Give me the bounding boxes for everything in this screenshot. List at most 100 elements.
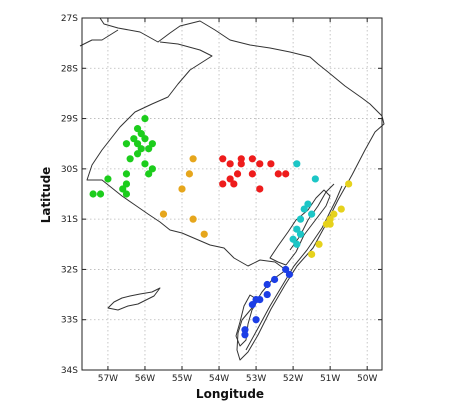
- station-point-yellow: [326, 215, 334, 223]
- station-point-cyan: [311, 175, 319, 183]
- station-point-red: [226, 160, 234, 168]
- station-point-orange: [200, 230, 208, 238]
- station-point-green: [130, 135, 138, 143]
- station-point-yellow: [326, 220, 334, 228]
- station-point-green: [96, 190, 105, 198]
- station-point-yellow: [345, 180, 353, 188]
- coastline-and-borders: [79, 17, 385, 361]
- station-point-green: [133, 125, 142, 133]
- x-tick-label: 51W: [320, 374, 340, 384]
- station-point-orange: [185, 170, 194, 178]
- barrier-coast: [245, 185, 343, 351]
- station-point-cyan: [293, 240, 301, 248]
- station-point-orange: [189, 215, 197, 223]
- station-point-red: [219, 180, 227, 188]
- graticule: [82, 17, 382, 371]
- station-point-green: [122, 190, 131, 198]
- station-point-yellow: [330, 210, 338, 218]
- station-point-blue: [282, 265, 290, 274]
- station-point-red: [237, 160, 245, 168]
- station-point-green: [133, 150, 142, 158]
- station-point-green: [148, 140, 156, 148]
- station-point-blue: [263, 280, 271, 289]
- station-point-orange: [189, 155, 197, 163]
- station-point-yellow: [308, 250, 316, 258]
- y-tick-label: 34S: [61, 366, 78, 376]
- station-points: [89, 114, 353, 339]
- plot-frame: [81, 17, 383, 371]
- y-tick-label: 30S: [61, 165, 78, 175]
- station-point-green: [145, 145, 153, 153]
- station-point-green: [141, 160, 149, 168]
- x-tick-label: 50W: [357, 374, 377, 384]
- station-point-blue: [285, 270, 294, 279]
- station-point-green: [89, 190, 97, 198]
- station-point-green: [126, 155, 134, 163]
- station-point-orange: [159, 210, 168, 218]
- station-point-yellow: [315, 240, 323, 248]
- station-point-blue: [263, 290, 271, 299]
- x-tick-label: 54W: [209, 374, 229, 384]
- station-point-cyan: [296, 215, 305, 223]
- station-point-red: [237, 155, 245, 163]
- station-point-blue: [270, 275, 279, 284]
- station-point-red: [267, 160, 275, 168]
- lagoon-patos: [269, 189, 331, 266]
- station-point-orange: [178, 185, 186, 193]
- station-point-green: [122, 170, 131, 178]
- station-point-green: [133, 140, 142, 148]
- x-tick-label: 56W: [135, 374, 155, 384]
- y-tick-label: 33S: [61, 316, 78, 326]
- station-point-red: [282, 170, 290, 178]
- y-tick-label: 28S: [61, 64, 78, 74]
- x-tick-label: 57W: [98, 374, 118, 384]
- y-tick-label: 32S: [61, 265, 78, 275]
- station-point-yellow: [337, 205, 345, 213]
- station-point-cyan: [289, 235, 297, 243]
- station-point-cyan: [296, 230, 305, 238]
- station-point-red: [233, 170, 242, 178]
- station-point-cyan: [304, 200, 312, 208]
- station-point-red: [226, 175, 234, 183]
- station-point-green: [104, 175, 112, 183]
- state-boundary: [86, 17, 385, 361]
- station-point-red: [219, 155, 227, 163]
- station-point-red: [230, 180, 238, 188]
- x-tick-label: 55W: [172, 374, 192, 384]
- station-point-cyan: [293, 160, 301, 168]
- island: [107, 287, 161, 311]
- y-tick-label: 29S: [61, 115, 78, 125]
- station-point-cyan: [293, 225, 301, 233]
- x-axis-title: Longitude: [196, 387, 264, 401]
- station-point-green: [122, 180, 131, 188]
- station-point-green: [119, 185, 127, 193]
- station-point-blue: [248, 301, 256, 309]
- station-point-green: [145, 170, 153, 178]
- y-axis-title: Latitude: [39, 167, 53, 224]
- station-point-green: [141, 135, 149, 143]
- station-point-red: [274, 170, 282, 178]
- station-point-blue: [252, 296, 260, 304]
- station-point-cyan: [308, 210, 316, 218]
- station-point-red: [248, 170, 256, 178]
- x-tick-label: 52W: [283, 374, 303, 384]
- station-point-blue: [241, 326, 249, 334]
- station-point-green: [137, 145, 145, 153]
- station-point-green: [122, 140, 131, 148]
- station-point-green: [148, 165, 156, 173]
- station-point-green: [137, 130, 145, 138]
- plot-border: [81, 17, 383, 371]
- station-point-red: [256, 160, 264, 168]
- station-point-red: [256, 185, 264, 193]
- station-point-blue: [252, 316, 260, 324]
- station-point-red: [248, 155, 256, 163]
- tick-labels: 57W 56W 55W 54W 53W 52W 51W 50W 27S 28S 29S 30S 31S 3…: [61, 14, 378, 384]
- y-tick-label: 31S: [61, 215, 78, 225]
- station-point-blue: [241, 331, 249, 339]
- y-tick-label: 27S: [61, 14, 78, 24]
- x-tick-label: 53W: [246, 374, 266, 384]
- station-point-cyan: [300, 205, 308, 213]
- station-point-green: [141, 114, 149, 123]
- northern-border: [79, 29, 119, 47]
